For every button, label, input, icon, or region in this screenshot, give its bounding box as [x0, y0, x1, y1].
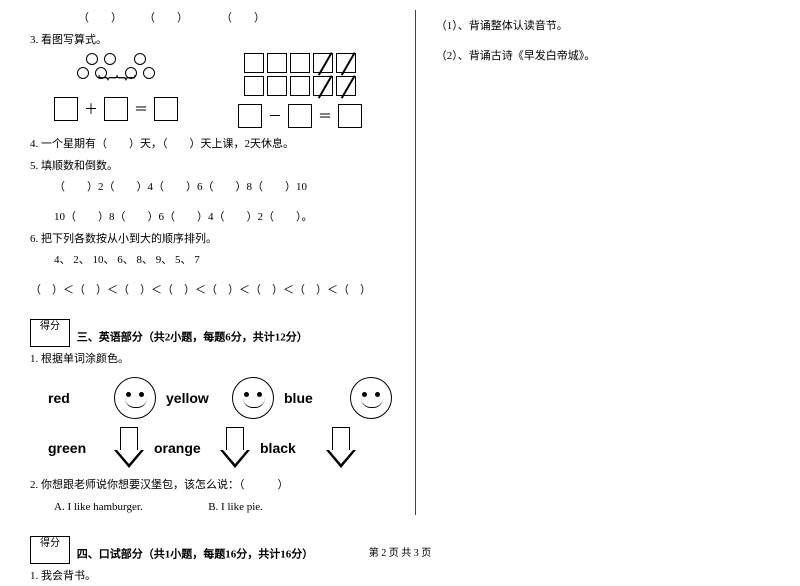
box-icon	[244, 76, 264, 96]
q5b: 10（ ）8（ ）6（ ）4（ ）2（ ）。	[30, 209, 395, 227]
answer-box[interactable]	[154, 97, 178, 121]
box-icon	[290, 76, 310, 96]
circle-icon	[104, 53, 116, 65]
page-footer: 第 2 页 共 3 页	[0, 544, 800, 559]
o1: 1. 我会背书。	[30, 568, 395, 586]
face-icon	[350, 377, 392, 419]
e1: 1. 根据单词涂颜色。	[30, 351, 395, 369]
paren-line: （ ） （ ） （ ）	[30, 10, 395, 28]
answer-box[interactable]	[338, 104, 362, 128]
section-3-header: 得分 三、英语部分（共2小题，每题6分，共计12分）	[30, 319, 395, 347]
answer-box[interactable]	[54, 97, 78, 121]
page-container: （ ） （ ） （ ） 3. 看图写算式。 ︸︸	[0, 0, 800, 540]
crossed-box-icon	[313, 76, 333, 96]
arrow-icon	[114, 427, 144, 469]
crossed-box-icon	[313, 53, 333, 73]
q5a: （ ）2（ ）4（ ）6（ ）8（ ）10	[30, 179, 395, 197]
circle-icon	[86, 53, 98, 65]
left-column: （ ） （ ） （ ） 3. 看图写算式。 ︸︸	[30, 10, 415, 515]
word-black: black	[260, 440, 316, 456]
circle-row-1	[86, 53, 146, 65]
q6b: （ ）＜（ ）＜（ ）＜（ ）＜（ ）＜（ ）＜（ ）＜（ ）	[30, 282, 395, 300]
box-icon	[267, 53, 287, 73]
score-box[interactable]: 得分	[30, 319, 70, 347]
q6a: 4、 2、 10、 6、 8、 9、 5、 7	[30, 252, 395, 270]
word-red: red	[48, 390, 104, 406]
word-blue: blue	[284, 390, 340, 406]
bracket-icon: ︸︸	[98, 81, 134, 91]
right-column: （1）、背诵整体认读音节。 （2）、背诵古诗《早发白帝城》。	[415, 10, 770, 515]
e2-options: A. I like hamburger. B. I like pie.	[30, 499, 395, 517]
arrow-icon	[326, 427, 356, 469]
q3-title: 3. 看图写算式。	[30, 32, 395, 50]
crossed-box-icon	[336, 76, 356, 96]
word-yellow: yellow	[166, 390, 222, 406]
answer-box[interactable]	[288, 104, 312, 128]
english-row-2: green orange black	[48, 427, 395, 469]
english-row-1: red yellow blue	[48, 377, 395, 419]
crossed-box-icon	[336, 53, 356, 73]
word-orange: orange	[154, 440, 210, 456]
option-b: B. I like pie.	[208, 501, 263, 513]
q3-left-block: ︸︸ ＋ ＝	[54, 53, 178, 128]
minus-equation: － ＝	[238, 104, 362, 128]
section-3-title: 三、英语部分（共2小题，每题6分，共计12分）	[77, 332, 308, 344]
box-icon	[267, 76, 287, 96]
face-icon	[232, 377, 274, 419]
r2: （2）、背诵古诗《早发白帝城》。	[436, 48, 770, 66]
box-icon	[244, 53, 264, 73]
e2: 2. 你想跟老师说你想要汉堡包，该怎么说：（ ）	[30, 477, 395, 495]
word-green: green	[48, 440, 104, 456]
answer-box[interactable]	[238, 104, 262, 128]
circle-icon	[77, 67, 89, 79]
q4: 4. 一个星期有（ ）天，（ ）天上课，2天休息。	[30, 136, 395, 154]
equals-sign: ＝	[318, 106, 332, 126]
q5: 5. 填顺数和倒数。	[30, 158, 395, 176]
plus-sign: ＋	[84, 99, 98, 119]
face-icon	[114, 377, 156, 419]
circle-icon	[134, 53, 146, 65]
minus-sign: －	[268, 106, 282, 126]
r1: （1）、背诵整体认读音节。	[436, 18, 770, 36]
plus-equation: ＋ ＝	[54, 97, 178, 121]
equals-sign: ＝	[134, 99, 148, 119]
arrow-icon	[220, 427, 250, 469]
circle-icon	[143, 67, 155, 79]
q3-right-block: － ＝	[238, 53, 362, 128]
option-a: A. I like hamburger.	[54, 501, 143, 513]
box-grid	[244, 53, 356, 96]
box-icon	[290, 53, 310, 73]
answer-box[interactable]	[104, 97, 128, 121]
score-label: 得分	[40, 321, 60, 332]
q3-figures: ︸︸ ＋ ＝	[54, 53, 395, 128]
q6: 6. 把下列各数按从小到大的顺序排列。	[30, 231, 395, 249]
